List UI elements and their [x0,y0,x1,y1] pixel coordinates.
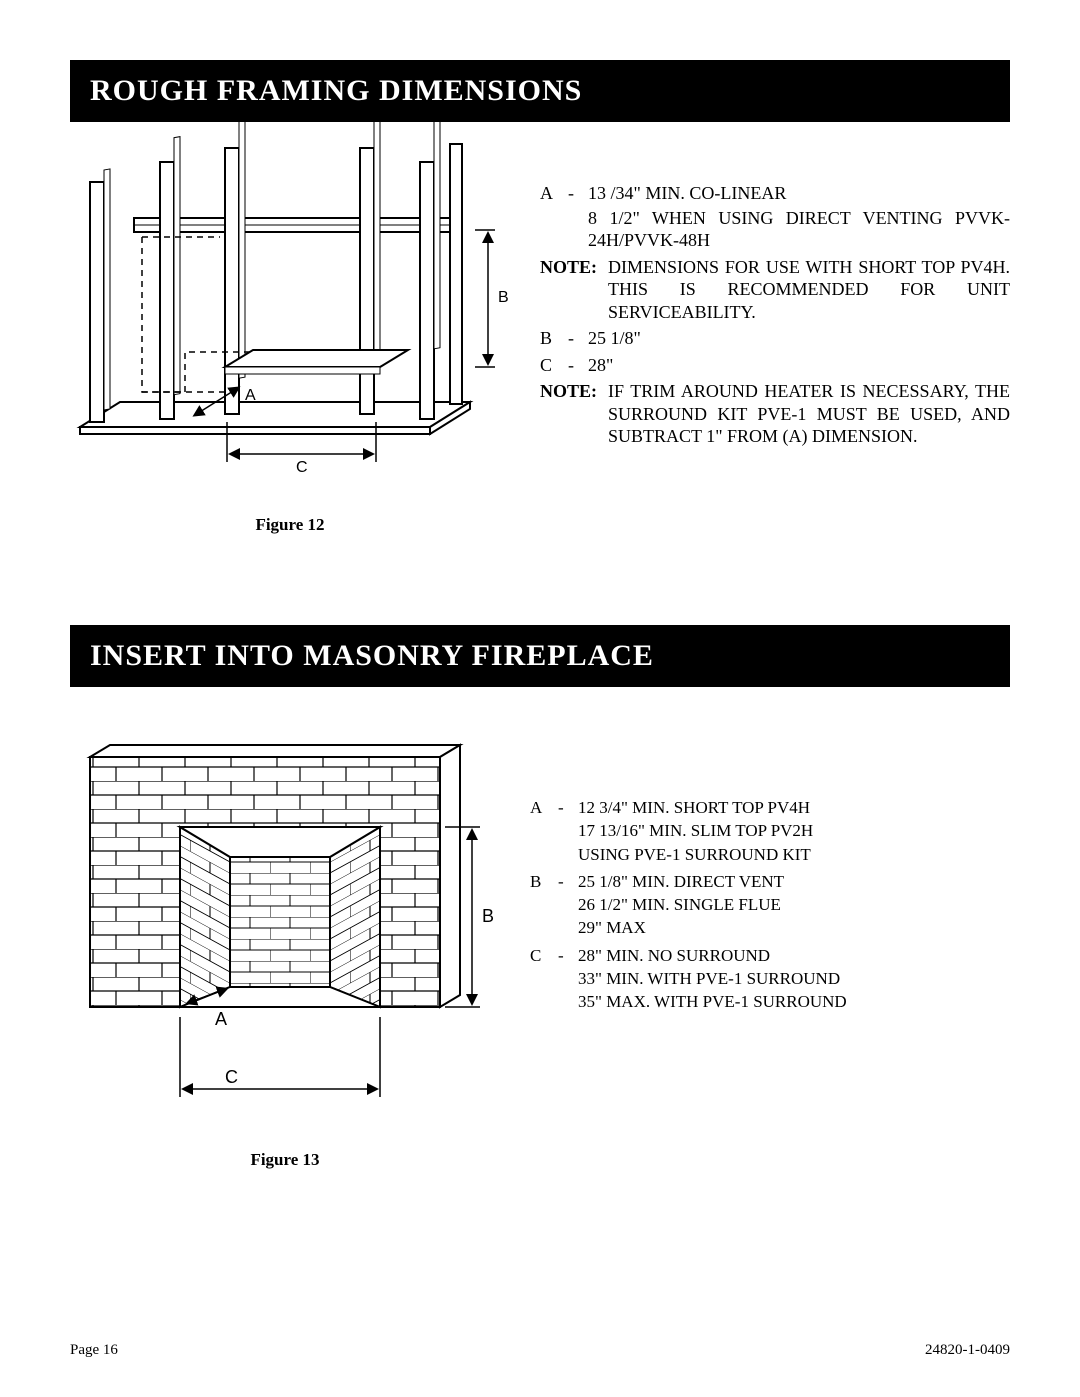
section2-body: B A C Figure 13 A - 12 3/4" MIN. SHORT T… [70,697,1010,1170]
note1-label: NOTE: [540,256,608,324]
note2-text: IF TRIM AROUND HEATER IS NECESSARY, THE … [608,380,1010,448]
note1-text: DIMENSIONS FOR USE WITH SHORT TOP PV4H. … [608,256,1010,324]
dim-row-A: A - 13 /34" MIN. CO-LINEAR 8 1/2" WHEN U… [540,182,1010,252]
dim2-B-line2: 26 1/2" MIN. SINGLE FLUE [578,894,1010,915]
dim2-A-label: A [530,797,558,865]
figure12-caption: Figure 12 [70,515,510,535]
dim-A-line2: 8 1/2" WHEN USING DIRECT VENTING PVVK-24… [588,207,1010,252]
figure12-svg: B A C [70,122,510,502]
dim2-A-line2: 17 13/16" MIN. SLIM TOP PV2H [578,820,1010,841]
dim2-C-line3: 35" MAX. WITH PVE-1 SURROUND [578,991,1010,1012]
fig12-label-A: A [245,387,256,404]
fig13-label-C: C [225,1067,238,1087]
figure13-caption: Figure 13 [70,1150,500,1170]
fig12-label-B: B [498,289,509,306]
dim-row-C: C - 28" [540,354,1010,377]
dim2-row-A: A - 12 3/4" MIN. SHORT TOP PV4H 17 13/16… [530,797,1010,865]
figure12-container: B A C Figure 12 [70,122,510,535]
section1-body: B A C Figure 12 A - 13 /34" MIN. CO-LINE… [70,122,1010,535]
fig12-label-C: C [296,459,308,476]
dim2-A-line3: USING PVE-1 SURROUND KIT [578,844,1010,865]
page-footer: Page 16 24820-1-0409 [70,1342,1010,1359]
dim-A-label: A [540,182,568,252]
dim-B-dash: - [568,327,588,350]
note1-row: NOTE: DIMENSIONS FOR USE WITH SHORT TOP … [540,256,1010,324]
note2-label: NOTE: [540,380,608,448]
dim2-C-line1: 28" MIN. NO SURROUND [578,945,1010,966]
dim2-A-line1: 12 3/4" MIN. SHORT TOP PV4H [578,797,1010,818]
fig13-label-B: B [482,906,494,926]
section2-header: INSERT INTO MASONRY FIREPLACE [70,625,1010,687]
dim-A-line1: 13 /34" MIN. CO-LINEAR [588,182,1010,205]
dim2-B-line1: 25 1/8" MIN. DIRECT VENT [578,871,1010,892]
footer-left: Page 16 [70,1342,118,1359]
dim2-row-B: B - 25 1/8" MIN. DIRECT VENT 26 1/2" MIN… [530,871,1010,939]
dim-B-value: 25 1/8" [588,327,1010,350]
dim-C-value: 28" [588,354,1010,377]
dim2-B-dash: - [558,871,578,939]
dim2-B-label: B [530,871,558,939]
section1-text: A - 13 /34" MIN. CO-LINEAR 8 1/2" WHEN U… [540,122,1010,452]
dim-row-B: B - 25 1/8" [540,327,1010,350]
dim2-C-dash: - [558,945,578,1013]
section2-text: A - 12 3/4" MIN. SHORT TOP PV4H 17 13/16… [530,697,1010,1016]
dim2-B-line3: 29" MAX [578,917,1010,938]
fig13-label-A: A [215,1009,227,1029]
dim2-row-C: C - 28" MIN. NO SURROUND 33" MIN. WITH P… [530,945,1010,1013]
dim2-A-dash: - [558,797,578,865]
note2-row: NOTE: IF TRIM AROUND HEATER IS NECESSARY… [540,380,1010,448]
footer-right: 24820-1-0409 [925,1342,1010,1359]
figure13-container: B A C Figure 13 [70,697,500,1170]
dim-C-dash: - [568,354,588,377]
dim2-C-line2: 33" MIN. WITH PVE-1 SURROUND [578,968,1010,989]
dim2-C-label: C [530,945,558,1013]
dim-B-label: B [540,327,568,350]
dim-C-label: C [540,354,568,377]
figure13-svg: B A C [70,697,500,1137]
dim-A-dash: - [568,182,588,252]
section1-header: ROUGH FRAMING DIMENSIONS [70,60,1010,122]
